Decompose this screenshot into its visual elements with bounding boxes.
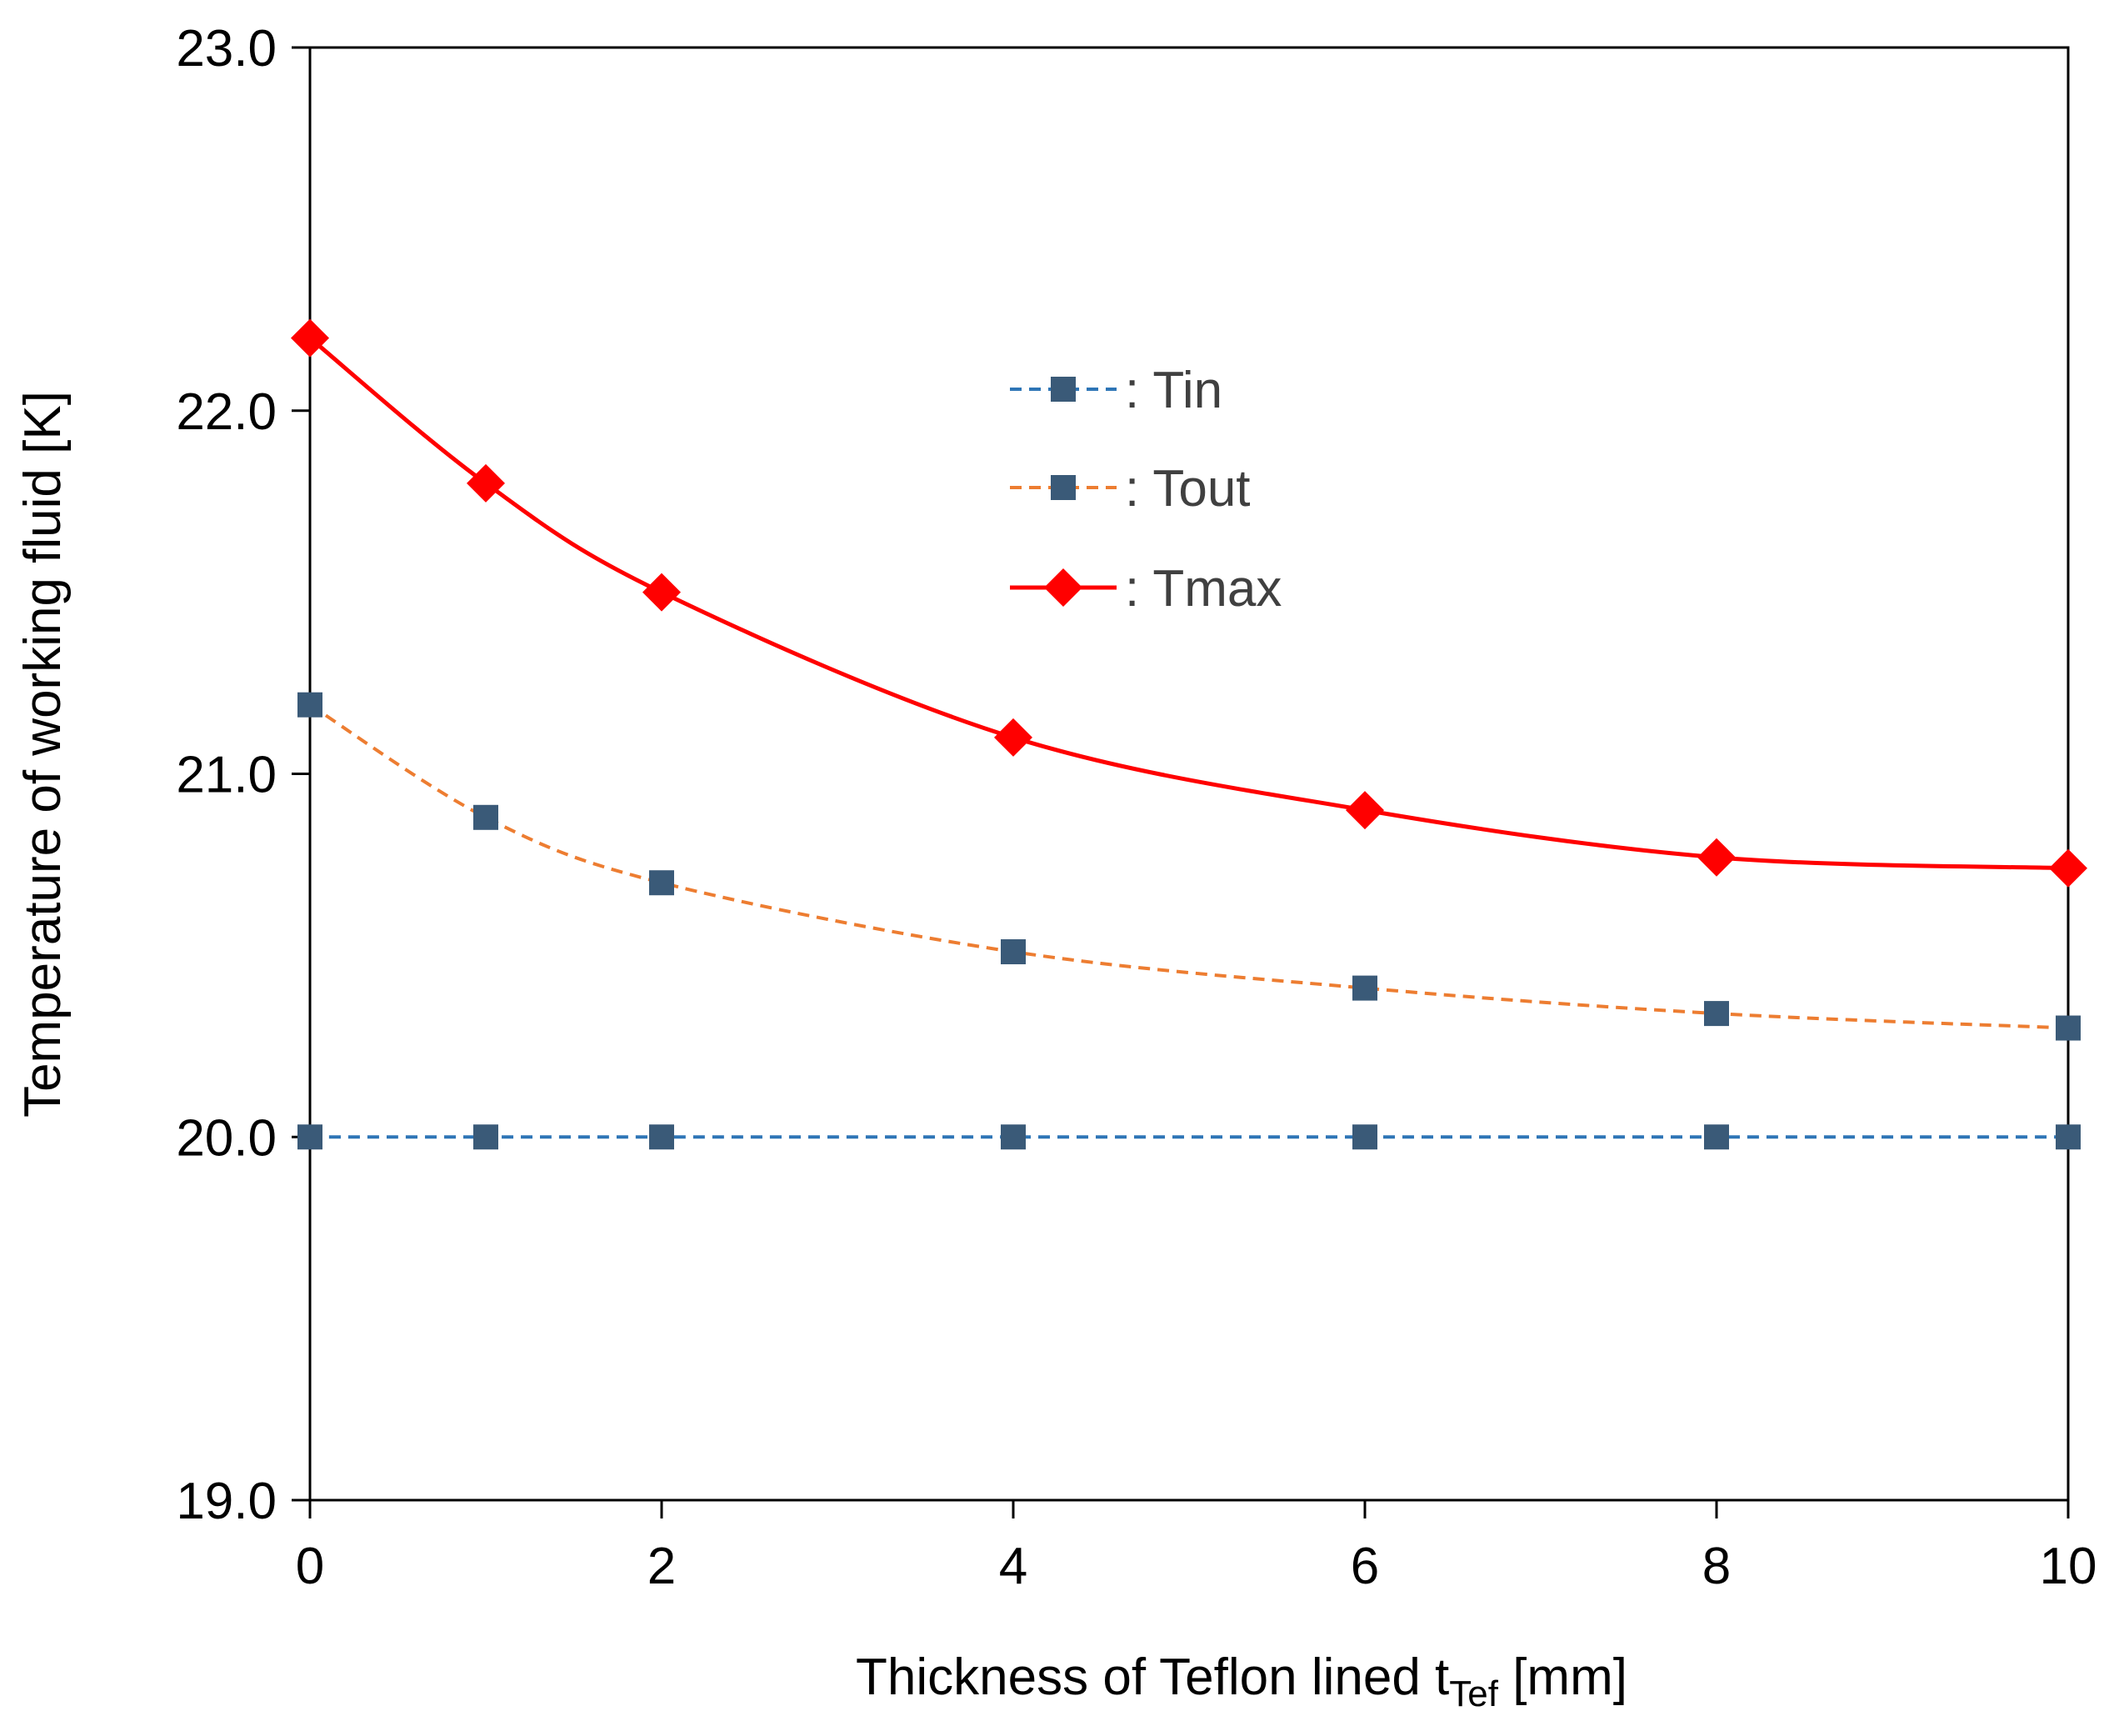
y-tick-label: 19.0 (176, 1473, 277, 1530)
y-tick-label: 23.0 (176, 20, 277, 78)
x-tick-label: 6 (1351, 1538, 1379, 1595)
data-point (2056, 1015, 2081, 1041)
y-tick-label: 21.0 (176, 747, 277, 804)
data-point (642, 573, 681, 612)
data-point (2056, 1124, 2081, 1150)
data-point (473, 1124, 498, 1150)
series-1 (297, 1124, 2081, 1150)
series-3 (291, 318, 2087, 888)
legend-item: : Tin (1010, 362, 1222, 419)
x-axis-title: Thickness of Teflon lined tTef [mm] (856, 1648, 1627, 1714)
data-point (1697, 838, 1736, 877)
data-point (1346, 791, 1384, 830)
x-axis-title-subscript: Tef (1449, 1673, 1498, 1714)
data-point (649, 1124, 674, 1150)
x-tick-label: 0 (296, 1538, 324, 1595)
data-point (1352, 975, 1377, 1001)
data-point (297, 1124, 322, 1150)
y-tick-label: 22.0 (176, 383, 277, 441)
y-tick-label: 20.0 (176, 1109, 277, 1167)
data-point (649, 870, 674, 896)
x-tick-label: 8 (1702, 1538, 1731, 1595)
legend-marker (1044, 568, 1082, 607)
data-point (1704, 1124, 1729, 1150)
data-point (1001, 1124, 1026, 1150)
legend-marker (1051, 475, 1076, 500)
data-point (1352, 1124, 1377, 1150)
x-tick-label: 2 (647, 1538, 676, 1595)
data-point (1704, 1001, 1729, 1027)
x-tick-label: 10 (2040, 1538, 2097, 1595)
legend-item: : Tmax (1010, 560, 1282, 618)
legend-item: : Tout (1010, 460, 1251, 518)
data-point (994, 718, 1032, 757)
legend-marker (1051, 377, 1076, 402)
legend: : Tin : Tout : Tmax (1010, 362, 1282, 618)
y-axis: 19.0 20.0 21.0 22.0 23.0 (176, 20, 310, 1530)
x-tick-label: 4 (999, 1538, 1027, 1595)
series-2 (297, 692, 2081, 1041)
data-point (291, 318, 329, 358)
data-point (467, 463, 505, 503)
data-point (1001, 939, 1026, 965)
x-axis-title-main: Thickness of Teflon lined t (856, 1648, 1449, 1706)
series-layer (291, 318, 2087, 1150)
series-line (308, 703, 2069, 1030)
data-point (297, 692, 322, 718)
x-axis: 0 2 4 6 8 10 (296, 1500, 2097, 1595)
data-point (2049, 848, 2087, 888)
legend-label: : Tout (1125, 460, 1251, 518)
x-axis-title-suffix: [mm] (1498, 1648, 1627, 1706)
legend-label: : Tin (1125, 362, 1222, 419)
data-point (473, 804, 498, 830)
y-axis-title: Temperature of working fluid [K] (14, 391, 72, 1118)
legend-label: : Tmax (1125, 560, 1282, 618)
